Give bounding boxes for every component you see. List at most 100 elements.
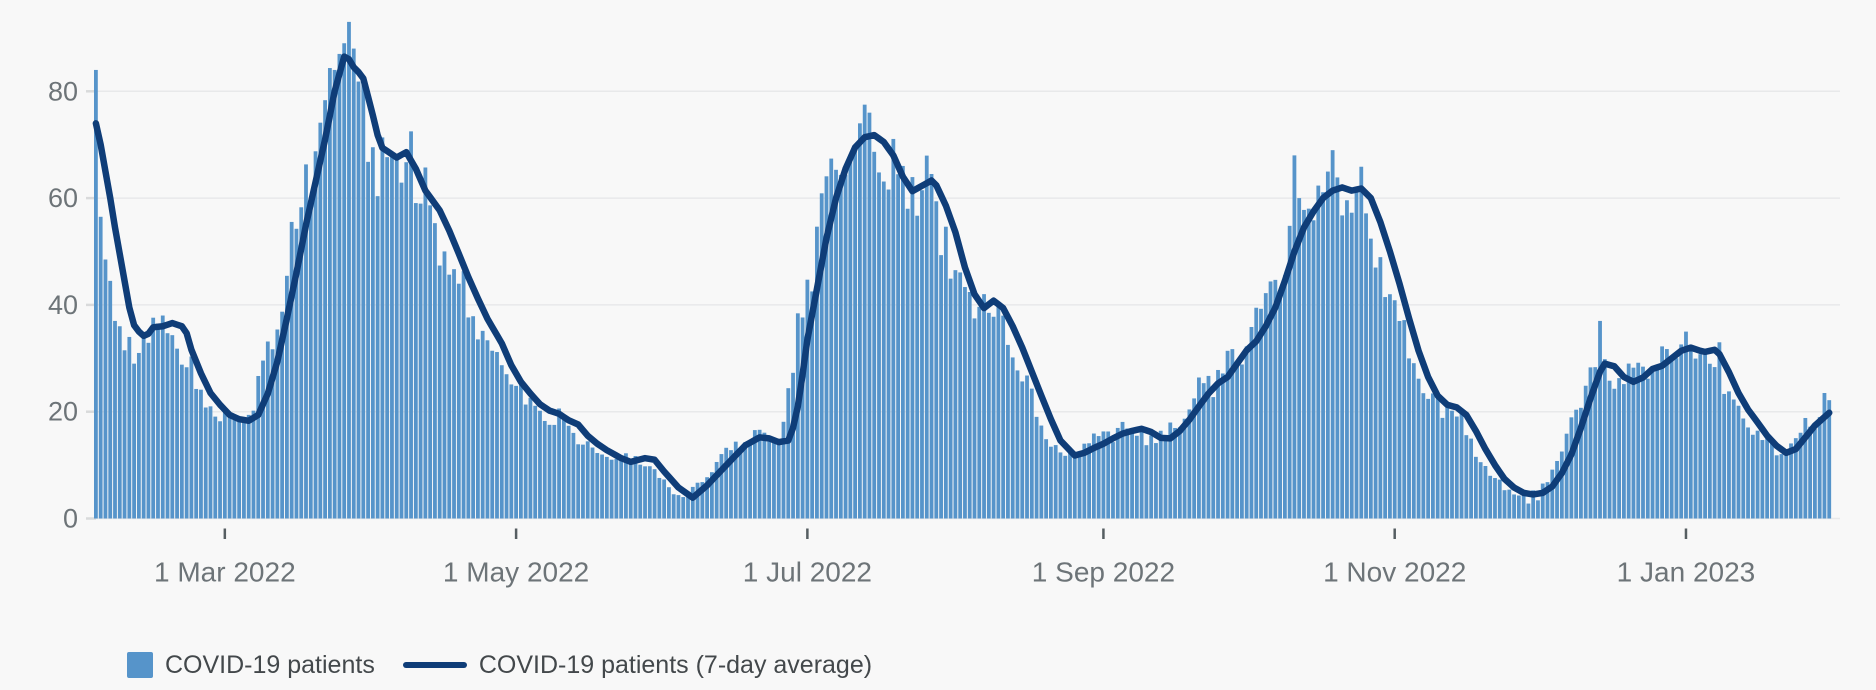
bar[interactable] bbox=[323, 100, 327, 519]
bar[interactable] bbox=[452, 269, 456, 519]
bar[interactable] bbox=[986, 312, 991, 519]
bar[interactable] bbox=[1459, 411, 1464, 519]
bar[interactable] bbox=[1497, 479, 1502, 519]
bar[interactable] bbox=[1115, 427, 1120, 519]
bar[interactable] bbox=[1354, 192, 1359, 519]
bar[interactable] bbox=[1397, 321, 1402, 519]
bar[interactable] bbox=[437, 265, 442, 519]
bar[interactable] bbox=[270, 349, 275, 519]
bar[interactable] bbox=[571, 432, 576, 519]
bar[interactable] bbox=[738, 450, 743, 519]
bar[interactable] bbox=[838, 174, 843, 519]
bar[interactable] bbox=[1173, 427, 1177, 519]
bar[interactable] bbox=[996, 302, 1001, 519]
bar[interactable] bbox=[1693, 358, 1698, 519]
bar[interactable] bbox=[285, 275, 289, 519]
bar[interactable] bbox=[366, 161, 370, 519]
bar[interactable] bbox=[743, 442, 748, 519]
bar[interactable] bbox=[423, 167, 428, 519]
bar[interactable] bbox=[1278, 290, 1282, 519]
bar[interactable] bbox=[772, 437, 776, 519]
bar[interactable] bbox=[1569, 417, 1574, 519]
bar[interactable] bbox=[1330, 150, 1335, 519]
bar[interactable] bbox=[576, 444, 581, 519]
bar[interactable] bbox=[327, 68, 332, 519]
bar[interactable] bbox=[1087, 443, 1091, 519]
bar[interactable] bbox=[647, 466, 652, 519]
bar[interactable] bbox=[748, 443, 752, 519]
bar[interactable] bbox=[318, 122, 323, 519]
bar[interactable] bbox=[280, 311, 285, 519]
bar[interactable] bbox=[805, 279, 810, 519]
bar[interactable] bbox=[953, 270, 958, 519]
bar[interactable] bbox=[542, 420, 547, 519]
bar[interactable] bbox=[1617, 378, 1622, 519]
bar[interactable] bbox=[1521, 492, 1526, 519]
bar[interactable] bbox=[1268, 281, 1273, 519]
bar[interactable] bbox=[1779, 454, 1784, 519]
bar[interactable] bbox=[1445, 405, 1450, 519]
bar[interactable] bbox=[1622, 384, 1626, 519]
bar[interactable] bbox=[1240, 364, 1244, 519]
bar[interactable] bbox=[347, 21, 351, 519]
bar[interactable] bbox=[232, 414, 237, 519]
bar[interactable] bbox=[1426, 398, 1431, 519]
bar[interactable] bbox=[1808, 426, 1813, 519]
bar[interactable] bbox=[1698, 354, 1703, 519]
bar[interactable] bbox=[399, 182, 404, 519]
bar[interactable] bbox=[179, 364, 184, 519]
bar[interactable] bbox=[1034, 416, 1039, 519]
bar[interactable] bbox=[671, 494, 676, 519]
bar[interactable] bbox=[428, 205, 433, 519]
bar[interactable] bbox=[1368, 238, 1373, 519]
bar[interactable] bbox=[117, 326, 122, 519]
bar[interactable] bbox=[1177, 427, 1182, 519]
bar[interactable] bbox=[1789, 443, 1793, 519]
bar[interactable] bbox=[1163, 435, 1168, 519]
bar[interactable] bbox=[1827, 400, 1832, 519]
bar[interactable] bbox=[1316, 185, 1321, 519]
bar[interactable] bbox=[1798, 432, 1803, 519]
bar[interactable] bbox=[433, 223, 437, 519]
bar[interactable] bbox=[628, 458, 633, 519]
bar[interactable] bbox=[781, 421, 786, 519]
bar[interactable] bbox=[418, 203, 423, 519]
bar[interactable] bbox=[604, 456, 609, 519]
bar[interactable] bbox=[1325, 171, 1330, 519]
bar[interactable] bbox=[963, 287, 967, 519]
bar[interactable] bbox=[1540, 483, 1545, 519]
bar[interactable] bbox=[834, 169, 838, 519]
bar[interactable] bbox=[1507, 489, 1512, 519]
bar[interactable] bbox=[1402, 320, 1407, 519]
bar[interactable] bbox=[1383, 297, 1388, 519]
bar[interactable] bbox=[819, 193, 824, 519]
bar[interactable] bbox=[858, 123, 862, 519]
bar[interactable] bbox=[246, 414, 251, 519]
bar[interactable] bbox=[920, 190, 924, 519]
bar[interactable] bbox=[1727, 391, 1731, 519]
bar[interactable] bbox=[810, 291, 815, 519]
bar[interactable] bbox=[203, 407, 208, 519]
bar[interactable] bbox=[294, 228, 299, 519]
bar[interactable] bbox=[1588, 367, 1593, 519]
bar[interactable] bbox=[1335, 177, 1340, 519]
bar[interactable] bbox=[1813, 428, 1817, 519]
bar[interactable] bbox=[1044, 439, 1049, 519]
bar[interactable] bbox=[375, 196, 380, 519]
bar[interactable] bbox=[165, 333, 170, 519]
bar[interactable] bbox=[1516, 495, 1521, 519]
bar[interactable] bbox=[585, 441, 590, 519]
bar[interactable] bbox=[657, 477, 662, 519]
bar[interactable] bbox=[113, 320, 117, 519]
bar[interactable] bbox=[1058, 452, 1063, 519]
bar[interactable] bbox=[485, 340, 490, 519]
bar[interactable] bbox=[1502, 490, 1507, 519]
bar[interactable] bbox=[581, 444, 585, 519]
bar[interactable] bbox=[1579, 407, 1583, 519]
bar[interactable] bbox=[1750, 434, 1755, 519]
bar[interactable] bbox=[676, 495, 681, 519]
bar[interactable] bbox=[1674, 358, 1679, 519]
bar[interactable] bbox=[600, 454, 604, 519]
bar[interactable] bbox=[1645, 378, 1650, 519]
bar[interactable] bbox=[1101, 431, 1106, 519]
